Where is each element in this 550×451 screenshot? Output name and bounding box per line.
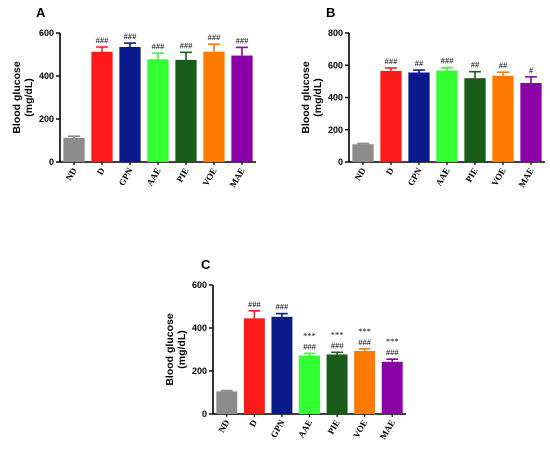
x-tick-label: AAE (434, 166, 452, 187)
significance-label: ### (276, 302, 290, 312)
x-tick-label: MAE (228, 166, 247, 189)
significance-label: *** (331, 329, 344, 339)
significance-label: ### (248, 299, 262, 309)
y-tick-label: 0 (202, 409, 207, 419)
x-tick-label: GPN (406, 166, 424, 188)
x-tick-label: D (384, 166, 396, 177)
bar-pie (326, 354, 348, 414)
y-axis-title: Blood glucose(mg/dL) (300, 61, 324, 133)
bar-pie (175, 59, 197, 162)
x-tick-label: ND (216, 418, 231, 435)
significance-label: *** (303, 330, 316, 340)
x-tick-label: D (247, 418, 259, 429)
y-tick-label: 400 (39, 71, 54, 81)
significance-label: ### (124, 31, 138, 41)
significance-label: ### (331, 340, 345, 350)
bar-mae (381, 361, 403, 414)
y-axis-title: Blood glucose(mg/dL) (11, 61, 35, 133)
significance-label: ### (358, 337, 372, 347)
bar-aae (147, 59, 169, 163)
y-tick-label: 600 (328, 60, 343, 70)
y-axis-title-line: (mg/dL) (176, 330, 188, 369)
bar-mae (520, 82, 542, 162)
y-axis-title-line: Blood glucose (164, 313, 176, 385)
significance-label: ### (180, 40, 194, 50)
significance-label: ### (152, 41, 166, 51)
x-tick-label: ND (353, 166, 368, 183)
bar-voe (203, 51, 225, 162)
y-tick-label: 400 (192, 323, 207, 333)
significance-label: *** (386, 336, 399, 346)
x-tick-label: VOE (200, 166, 218, 188)
y-axis-title-line: (mg/dL) (312, 78, 324, 117)
x-tick-label: PIE (464, 166, 480, 184)
significance-label: ## (471, 60, 480, 70)
significance-label: ## (499, 60, 508, 70)
x-tick-label: AAE (296, 418, 314, 439)
panel-letter: B (326, 5, 335, 20)
y-tick-label: 600 (192, 280, 207, 290)
bar-gpn (119, 46, 141, 162)
significance-label: ### (236, 35, 250, 45)
bar-aae (299, 355, 320, 414)
x-tick-label: GPN (117, 166, 135, 188)
x-tick-label: VOE (351, 418, 369, 440)
y-axis-title-line: Blood glucose (11, 61, 23, 133)
x-tick-label: D (95, 166, 107, 177)
y-tick-label: 200 (39, 114, 54, 124)
significance-label: ### (385, 56, 399, 66)
bar-d (380, 70, 402, 162)
y-tick-label: 600 (39, 28, 54, 38)
y-axis-title-line: (mg/dL) (23, 78, 35, 117)
bar-d (243, 318, 265, 414)
x-tick-label: AAE (145, 166, 163, 187)
bar-aae (436, 70, 458, 162)
panel-letter: C (201, 257, 211, 272)
y-tick-label: 200 (328, 125, 343, 135)
x-tick-label: PIE (326, 418, 342, 436)
bar-gpn (408, 72, 430, 162)
bar-nd (352, 144, 374, 162)
bar-nd (216, 391, 238, 414)
x-tick-label: PIE (175, 166, 191, 184)
bar-gpn (271, 316, 293, 414)
bar-pie (464, 78, 486, 162)
significance-label: ### (208, 32, 222, 42)
bar-voe (354, 351, 376, 414)
bar-mae (231, 55, 253, 163)
significance-label: *** (358, 326, 371, 336)
y-tick-label: 800 (328, 28, 343, 38)
x-tick-label: MAE (517, 166, 536, 189)
y-tick-label: 400 (328, 93, 343, 103)
significance-label: ### (386, 347, 400, 357)
panel-letter: A (36, 5, 46, 20)
x-tick-label: ND (64, 166, 79, 183)
x-tick-label: GPN (269, 418, 287, 440)
panel-c: C Blood glucose(mg/dL) 0 200 400 600 ND D ### GPN… (164, 257, 406, 441)
y-tick-label: 200 (192, 366, 207, 376)
y-axis-title: Blood glucose(mg/dL) (164, 313, 188, 385)
x-tick-label: MAE (378, 418, 397, 441)
significance-label: ## (415, 58, 424, 68)
significance-label: ### (96, 35, 110, 45)
y-tick-label: 0 (338, 157, 343, 167)
y-axis-title-line: Blood glucose (300, 61, 312, 133)
panel-a: A Blood glucose(mg/dL) 0 200 400 600 ND D ### GPN… (11, 5, 256, 189)
significance-label: ### (303, 341, 317, 351)
bar-voe (492, 75, 514, 162)
bar-d (91, 51, 113, 162)
significance-label: # (529, 65, 534, 75)
x-tick-label: VOE (489, 166, 507, 188)
bar-nd (63, 137, 85, 162)
significance-label: ### (441, 56, 455, 66)
y-tick-label: 0 (49, 157, 54, 167)
